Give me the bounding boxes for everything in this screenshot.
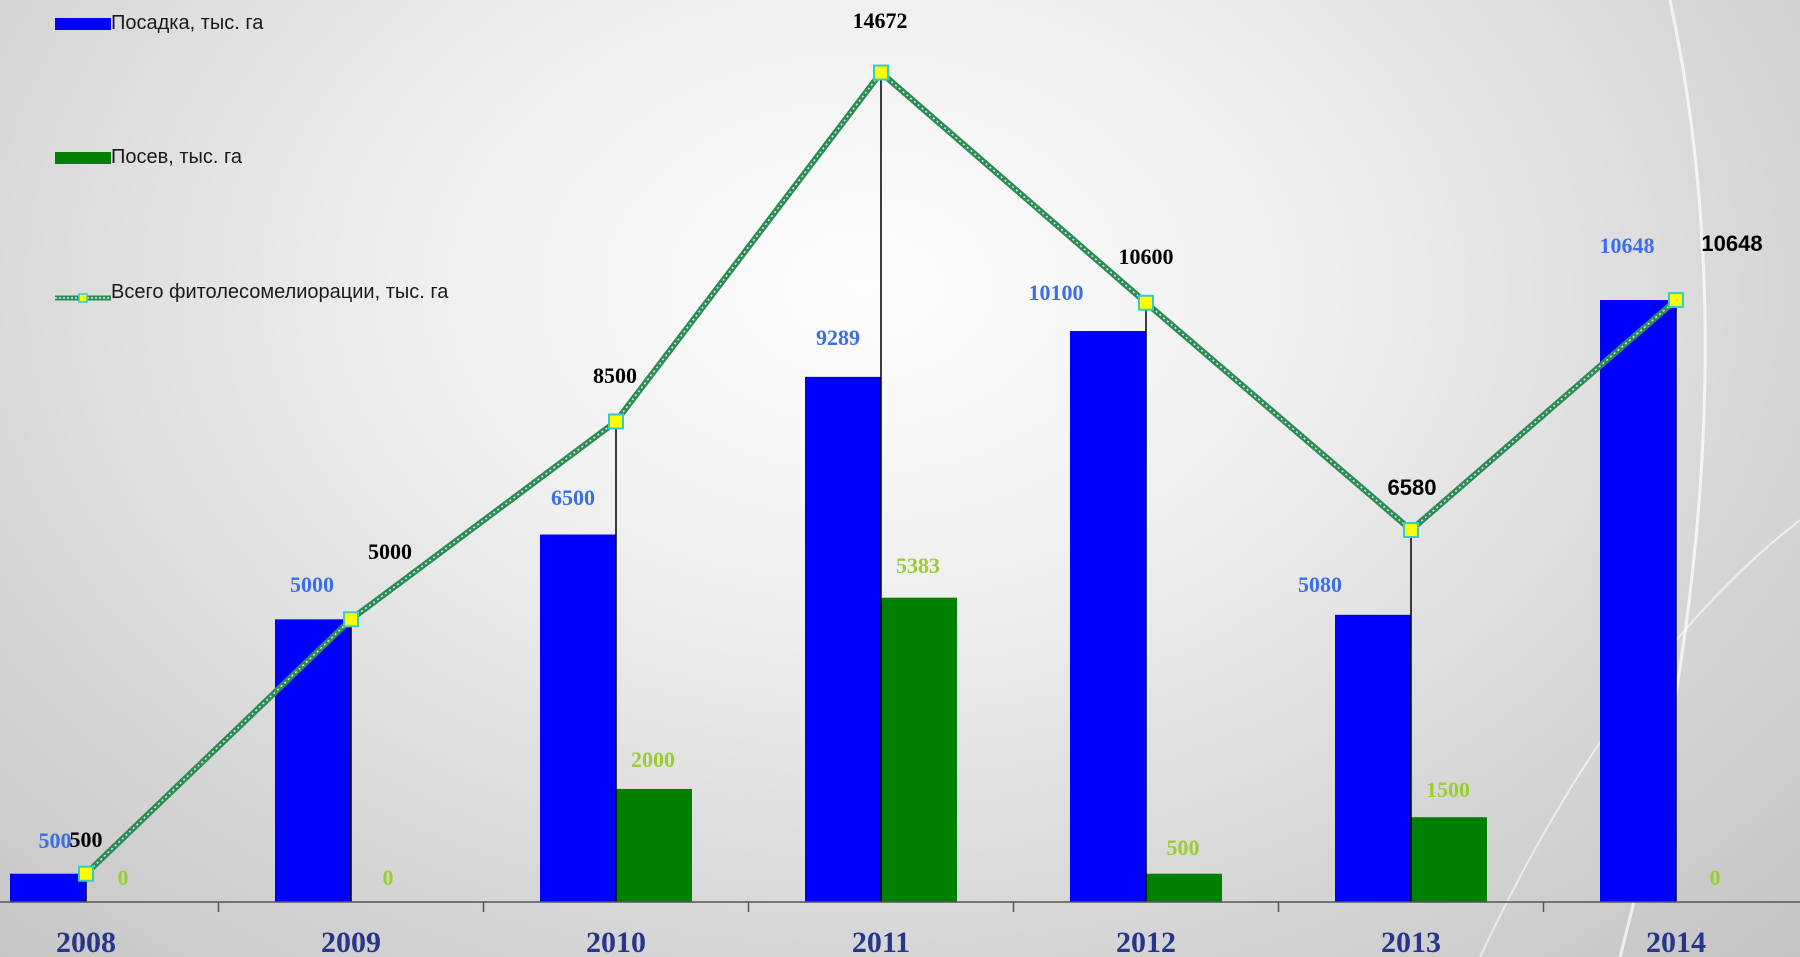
total-marker-2014 xyxy=(1668,292,1684,309)
legend-item-planting: Посадка, тыс. га xyxy=(55,12,263,35)
data-label-sowing-2013: 1500 xyxy=(1426,777,1470,802)
legend-label-sowing: Посев, тыс. га xyxy=(111,146,242,168)
bar-planting-2008 xyxy=(10,873,86,902)
x-tick-label-2009: 2009 xyxy=(321,926,381,957)
data-label-sowing-2009: 0 xyxy=(383,865,394,890)
legend-label-total: Всего фитолесомелиорации, тыс. га xyxy=(111,281,449,303)
x-tick-label-2008: 2008 xyxy=(56,926,116,957)
bar-sowing-2012 xyxy=(1146,873,1222,902)
data-label-sowing-2014: 0 xyxy=(1710,865,1721,890)
total-marker-2012 xyxy=(1138,294,1154,311)
legend-item-total: Всего фитолесомелиорации, тыс. га xyxy=(55,281,448,304)
total-marker-2010 xyxy=(608,413,624,430)
x-tick-label-2010: 2010 xyxy=(586,926,646,957)
total-marker-2008 xyxy=(78,865,94,882)
data-label-planting-2010: 6500 xyxy=(551,485,595,510)
data-label-planting-2013: 5080 xyxy=(1298,572,1342,597)
data-label-total-2008: 500 xyxy=(70,827,103,852)
bar-planting-2011 xyxy=(805,376,881,902)
x-tick-label-2012: 2012 xyxy=(1116,926,1176,957)
legend-swatch-total xyxy=(55,287,111,303)
legend-item-sowing: Посев, тыс. га xyxy=(55,146,242,169)
data-label-planting-2008: 500 xyxy=(39,828,72,853)
bar-sowing-2010 xyxy=(616,788,692,902)
data-label-sowing-2012: 500 xyxy=(1167,835,1200,860)
legend-label-planting: Посадка, тыс. га xyxy=(111,12,264,34)
data-label-sowing-2010: 2000 xyxy=(631,747,675,772)
data-labels-group: 5000500500005000650020008500928953831467… xyxy=(39,8,1763,890)
data-label-sowing-2008: 0 xyxy=(118,865,129,890)
drop-lines-group xyxy=(85,72,1677,902)
legend-line-marker-icon xyxy=(55,292,111,303)
total-line-group xyxy=(78,64,1684,882)
bar-sowing-2011 xyxy=(881,597,957,902)
bar-planting-2010 xyxy=(540,534,616,902)
data-label-total-2009: 5000 xyxy=(368,539,412,564)
bar-sowing-2013 xyxy=(1411,817,1487,902)
data-label-planting-2011: 9289 xyxy=(816,325,860,350)
data-label-planting-2009: 5000 xyxy=(290,572,334,597)
data-label-total-2010: 8500 xyxy=(593,363,637,388)
bar-planting-2009 xyxy=(275,619,351,902)
x-tick-label-2014: 2014 xyxy=(1646,926,1706,957)
bars-group xyxy=(10,300,1676,903)
bar-planting-2012 xyxy=(1070,331,1146,903)
data-label-total-2011: 14672 xyxy=(853,8,908,33)
legend-swatch-sowing xyxy=(55,151,111,164)
data-label-sowing-2011: 5383 xyxy=(896,553,940,578)
data-label-planting-2014: 10648 xyxy=(1600,233,1655,258)
data-label-total-2013: 6580 xyxy=(1388,475,1437,500)
legend-swatch-planting xyxy=(55,17,111,30)
x-tick-label-2011: 2011 xyxy=(852,926,910,957)
x-tick-label-2013: 2013 xyxy=(1381,926,1441,957)
data-label-planting-2012: 10100 xyxy=(1029,280,1084,305)
data-label-total-2014: 10648 xyxy=(1701,231,1762,256)
bar-planting-2013 xyxy=(1335,614,1411,902)
total-marker-2013 xyxy=(1403,522,1419,539)
bar-planting-2014 xyxy=(1600,300,1676,902)
x-axis: 2008 2009 2010 2011 2012 2013 2014 xyxy=(0,901,1800,957)
total-marker-2009 xyxy=(343,611,359,628)
data-label-total-2012: 10600 xyxy=(1119,244,1174,269)
total-marker-2011 xyxy=(873,64,889,81)
